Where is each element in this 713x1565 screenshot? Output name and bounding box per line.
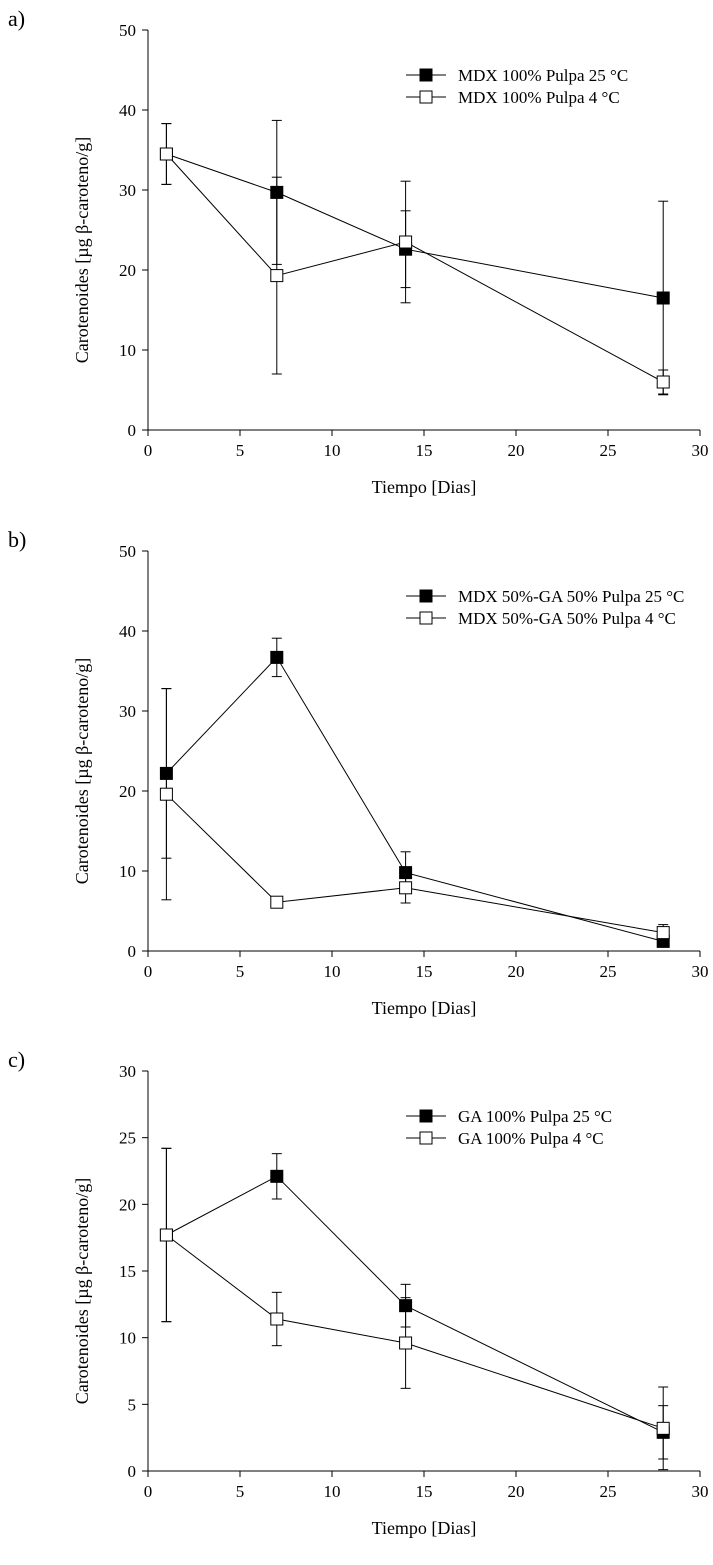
series-line xyxy=(166,656,664,942)
y-tick-label: 10 xyxy=(119,341,136,360)
series-line xyxy=(166,153,664,383)
panel-label: b) xyxy=(8,527,27,552)
legend-label: MDX 100% Pulpa 4 °C xyxy=(458,88,620,107)
x-tick-label: 15 xyxy=(416,962,433,981)
x-tick-label: 30 xyxy=(692,962,709,981)
y-tick-label: 40 xyxy=(119,622,136,641)
x-tick-label: 10 xyxy=(324,441,341,460)
x-tick-label: 15 xyxy=(416,441,433,460)
legend-marker xyxy=(419,589,433,603)
legend-marker xyxy=(419,68,433,82)
y-axis-title: Carotenoides [µg β-caroteno/g] xyxy=(72,137,92,363)
data-point xyxy=(270,650,284,664)
data-point xyxy=(270,895,284,909)
x-tick-label: 25 xyxy=(600,1482,617,1501)
panel-label: c) xyxy=(8,1047,26,1072)
data-point xyxy=(159,1228,173,1242)
y-tick-label: 30 xyxy=(119,1062,136,1081)
chart-b: 0 5 10 15 20 25 30 0 10 20 30 40 50 Tiempo [Dias] Caro… xyxy=(72,542,709,1018)
x-tick-label: 25 xyxy=(600,441,617,460)
y-tick-label: 40 xyxy=(119,101,136,120)
x-tick-label: 20 xyxy=(508,962,525,981)
chart-panel-b: b) 0 5 10 15 20 25 30 0 10 20 30 40 50 Tiempo [Dias] C… xyxy=(0,521,713,1041)
series-line xyxy=(166,793,664,934)
y-tick-label: 25 xyxy=(119,1129,136,1148)
x-tick-label: 10 xyxy=(324,1482,341,1501)
series-line xyxy=(166,153,664,299)
legend-label: MDX 100% Pulpa 25 °C xyxy=(458,66,628,85)
y-tick-label: 0 xyxy=(128,421,137,440)
y-tick-label: 30 xyxy=(119,181,136,200)
y-tick-label: 50 xyxy=(119,542,136,561)
legend-marker xyxy=(419,611,433,625)
data-point xyxy=(656,375,670,389)
y-tick-label: 10 xyxy=(119,862,136,881)
chart-panel-a: a) 0 5 10 15 20 25 30 0 10 20 30 40 50 Tiempo [Dias] C… xyxy=(0,0,713,520)
data-point xyxy=(270,1312,284,1326)
x-tick-label: 5 xyxy=(236,962,245,981)
x-tick-label: 30 xyxy=(692,1482,709,1501)
y-tick-label: 10 xyxy=(119,1329,136,1348)
y-tick-label: 20 xyxy=(119,1195,136,1214)
y-tick-label: 15 xyxy=(119,1262,136,1281)
x-axis-title: Tiempo [Dias] xyxy=(372,1518,477,1538)
y-axis-title: Carotenoides [µg β-caroteno/g] xyxy=(72,658,92,884)
chart-c: 0 5 10 15 20 25 30 0 5 10 15 20 25 30 Tiempo [Dias] Car… xyxy=(72,1062,709,1538)
x-tick-label: 20 xyxy=(508,1482,525,1501)
x-tick-label: 25 xyxy=(600,962,617,981)
y-tick-label: 50 xyxy=(119,21,136,40)
x-tick-label: 30 xyxy=(692,441,709,460)
x-tick-label: 10 xyxy=(324,962,341,981)
data-point xyxy=(399,235,413,249)
x-tick-label: 15 xyxy=(416,1482,433,1501)
y-tick-label: 20 xyxy=(119,261,136,280)
data-point xyxy=(270,269,284,283)
x-axis-title: Tiempo [Dias] xyxy=(372,477,477,497)
data-point xyxy=(656,926,670,940)
panel-label: a) xyxy=(8,6,26,31)
data-point xyxy=(656,291,670,305)
x-axis-title: Tiempo [Dias] xyxy=(372,998,477,1018)
data-point xyxy=(270,1169,284,1183)
chart-a: 0 5 10 15 20 25 30 0 10 20 30 40 50 Tiempo [Dias] Caro… xyxy=(72,21,709,497)
data-point xyxy=(399,881,413,895)
data-point xyxy=(159,787,173,801)
x-tick-label: 0 xyxy=(144,962,153,981)
y-axis-title: Carotenoides [µg β-caroteno/g] xyxy=(72,1178,92,1404)
x-tick-label: 5 xyxy=(236,441,245,460)
legend-label: MDX 50%-GA 50% Pulpa 25 °C xyxy=(458,587,684,606)
legend-marker xyxy=(419,90,433,104)
y-tick-label: 20 xyxy=(119,782,136,801)
data-point xyxy=(399,1336,413,1350)
x-tick-label: 0 xyxy=(144,441,153,460)
chart-panel-c: c) 0 5 10 15 20 25 30 0 5 10 15 20 25 30 Tiempo [Dias]… xyxy=(0,1041,713,1561)
x-tick-label: 20 xyxy=(508,441,525,460)
series-line xyxy=(166,1234,664,1429)
x-tick-label: 5 xyxy=(236,1482,245,1501)
series-line xyxy=(166,1175,664,1433)
y-tick-label: 0 xyxy=(128,942,137,961)
x-tick-label: 0 xyxy=(144,1482,153,1501)
y-tick-label: 5 xyxy=(128,1395,137,1414)
legend-label: GA 100% Pulpa 4 °C xyxy=(458,1129,604,1148)
y-tick-label: 30 xyxy=(119,702,136,721)
legend-marker xyxy=(419,1109,433,1123)
y-tick-label: 0 xyxy=(128,1462,137,1481)
legend-marker xyxy=(419,1131,433,1145)
data-point xyxy=(159,147,173,161)
legend-label: MDX 50%-GA 50% Pulpa 4 °C xyxy=(458,609,676,628)
legend-label: GA 100% Pulpa 25 °C xyxy=(458,1107,612,1126)
data-point xyxy=(656,1421,670,1435)
